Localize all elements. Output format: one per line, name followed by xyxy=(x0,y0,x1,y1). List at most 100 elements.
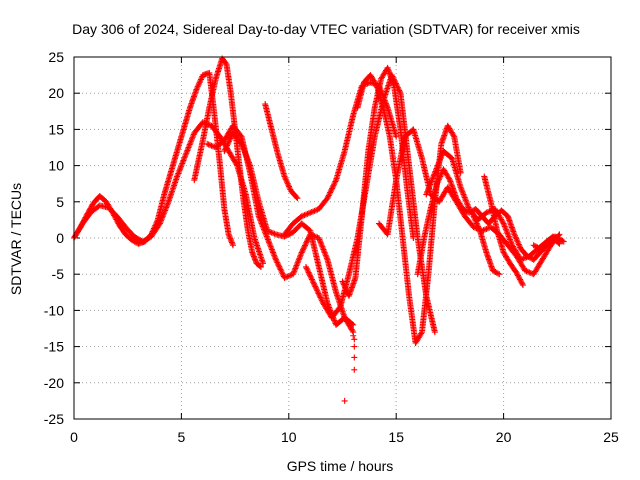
data-point xyxy=(515,240,522,247)
data-point xyxy=(198,74,205,81)
data-point xyxy=(307,273,314,280)
data-point xyxy=(526,269,533,276)
data-point xyxy=(256,216,263,223)
data-point xyxy=(329,184,336,191)
data-point xyxy=(187,138,194,145)
data-point xyxy=(295,256,302,263)
data-point xyxy=(310,208,317,215)
data-point xyxy=(272,256,279,263)
data-point xyxy=(434,180,441,187)
data-point xyxy=(312,283,319,290)
data-point xyxy=(239,143,246,150)
data-point xyxy=(323,253,330,260)
data-point xyxy=(316,236,323,243)
data-point xyxy=(226,136,233,143)
data-point xyxy=(276,263,283,270)
data-point xyxy=(305,269,312,276)
data-point xyxy=(223,143,230,150)
data-point xyxy=(282,274,289,281)
data-point xyxy=(300,245,307,252)
data-point xyxy=(524,253,531,260)
data-point xyxy=(271,252,278,259)
data-point xyxy=(238,140,245,147)
data-point xyxy=(180,157,187,164)
data-point xyxy=(446,175,453,182)
data-point xyxy=(517,276,524,283)
data-point xyxy=(502,224,509,231)
data-point xyxy=(292,265,299,272)
data-point xyxy=(297,252,304,259)
data-point xyxy=(303,265,310,272)
data-point xyxy=(393,133,400,140)
data-point xyxy=(186,141,193,148)
data-point xyxy=(194,85,201,92)
data-point xyxy=(480,227,487,234)
data-point xyxy=(290,269,297,276)
data-point xyxy=(187,140,194,147)
data-point xyxy=(256,263,263,270)
series-arc-o xyxy=(470,213,503,278)
data-point xyxy=(178,163,185,170)
data-point xyxy=(245,158,252,165)
y-tick-label: 20 xyxy=(48,85,64,101)
data-point xyxy=(339,278,346,285)
data-point xyxy=(314,289,321,296)
x-tick-label: 10 xyxy=(281,429,297,445)
data-point xyxy=(268,245,275,252)
data-point xyxy=(205,141,212,148)
data-point xyxy=(429,177,435,184)
data-point xyxy=(240,145,247,152)
data-point xyxy=(180,156,187,163)
data-point xyxy=(266,240,273,247)
series-arc-p xyxy=(530,233,563,252)
data-point xyxy=(196,79,203,86)
data-point xyxy=(268,246,275,253)
data-point xyxy=(434,164,441,171)
data-point xyxy=(222,60,229,67)
data-point xyxy=(522,267,529,274)
data-point xyxy=(325,192,332,199)
data-point xyxy=(321,249,328,256)
data-point xyxy=(350,332,357,339)
data-point xyxy=(318,297,325,304)
data-point xyxy=(245,159,252,166)
data-point xyxy=(185,144,192,151)
data-layer xyxy=(71,55,567,404)
data-point xyxy=(317,294,324,301)
data-point xyxy=(340,281,347,288)
data-point xyxy=(465,203,472,210)
data-point xyxy=(473,220,480,227)
data-point xyxy=(229,242,236,249)
data-point xyxy=(518,279,525,286)
data-point xyxy=(438,152,445,159)
data-point xyxy=(513,237,520,244)
data-point xyxy=(175,169,182,176)
data-point xyxy=(349,327,356,334)
data-point xyxy=(311,282,318,289)
data-point xyxy=(555,237,562,244)
data-point xyxy=(159,214,166,221)
data-point xyxy=(463,198,470,205)
data-point xyxy=(318,240,325,247)
data-point xyxy=(475,224,482,231)
data-point xyxy=(504,230,511,237)
data-point xyxy=(156,221,163,228)
data-point xyxy=(342,284,349,291)
y-tick-label: -10 xyxy=(44,302,64,318)
data-point xyxy=(300,246,307,253)
data-point xyxy=(501,221,508,228)
data-point xyxy=(508,239,515,246)
data-point xyxy=(267,228,274,235)
data-point xyxy=(305,210,312,217)
data-point xyxy=(328,186,335,193)
data-point xyxy=(275,262,282,269)
data-point xyxy=(222,145,229,152)
data-point xyxy=(341,282,348,289)
data-point xyxy=(225,138,232,145)
data-point xyxy=(181,154,188,161)
data-point xyxy=(274,260,281,267)
data-point xyxy=(270,249,277,256)
data-point xyxy=(319,243,326,250)
data-point xyxy=(312,284,319,291)
data-point xyxy=(240,146,247,153)
